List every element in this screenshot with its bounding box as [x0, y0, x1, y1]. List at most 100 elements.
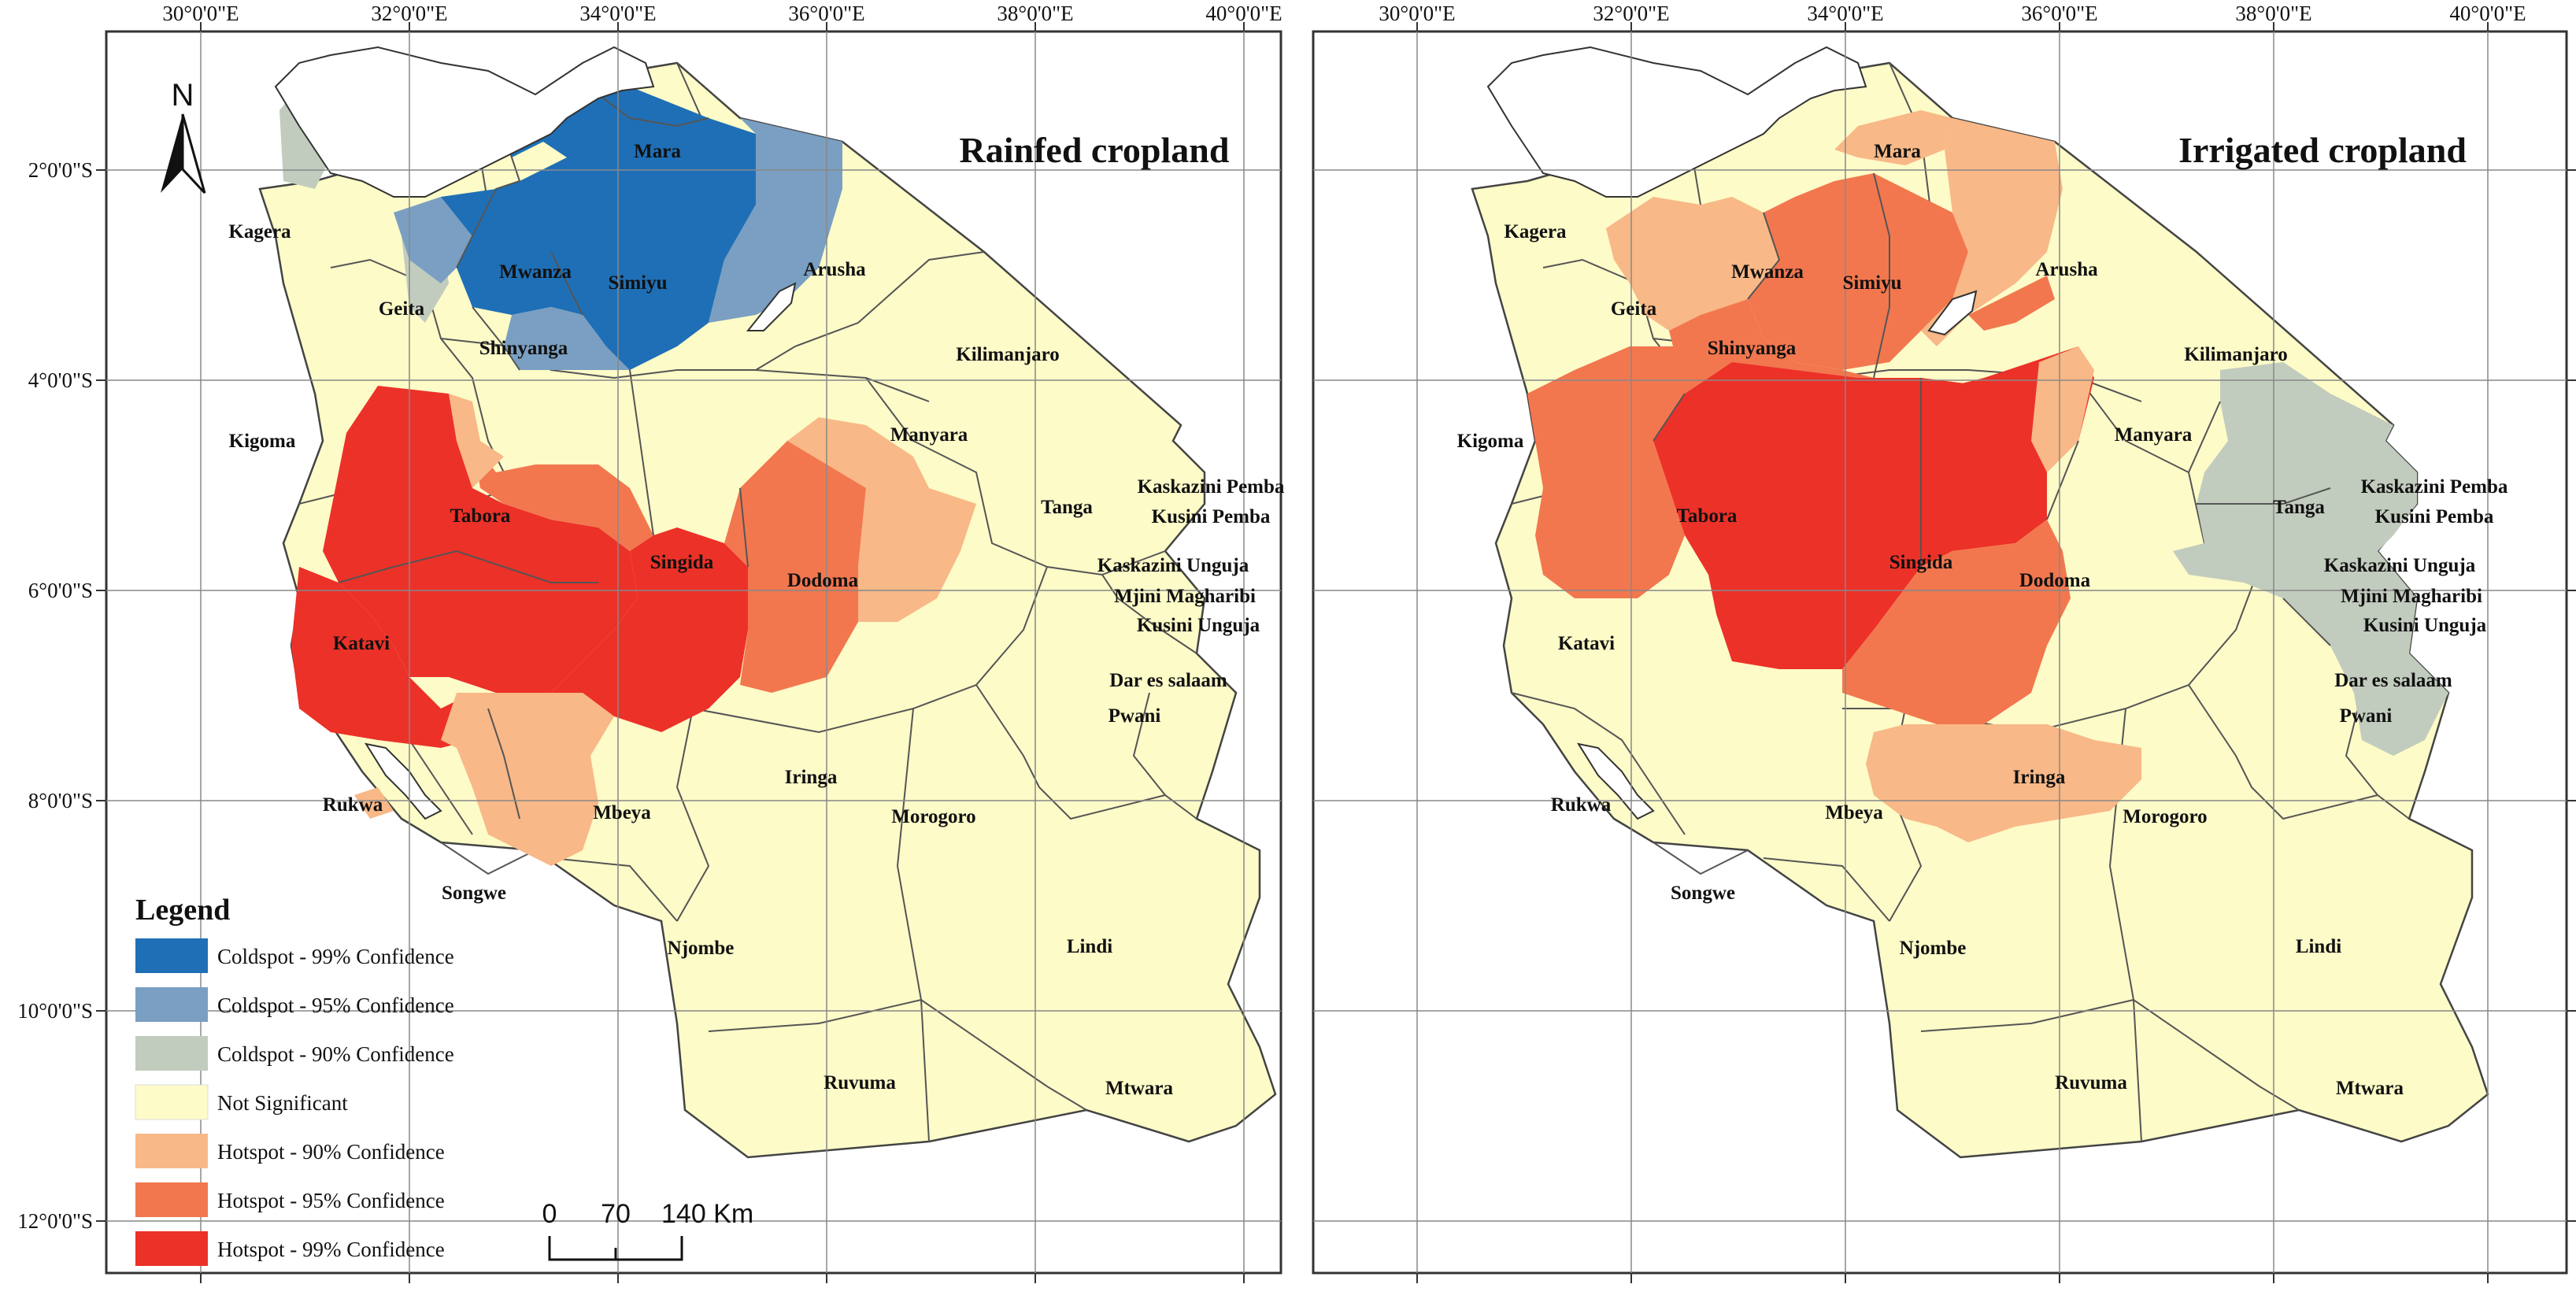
label-lindi: Lindi [1067, 936, 1112, 957]
lon-label-left-6: 40°0'0"E [1205, 2, 1282, 25]
map-title-rainfed: Rainfed cropland [960, 130, 1230, 170]
region-iringa-hot90 [1866, 724, 2141, 842]
label-geita: Geita [379, 298, 425, 320]
label-kaskazini-pemba: Kaskazini Pemba [1138, 476, 1285, 498]
label-kagera: Kagera [1504, 221, 1567, 242]
lon-label-right-2: 32°0'0"E [1593, 2, 1669, 25]
legend-label-hot95: Hotspot - 95% Confidence [217, 1189, 445, 1212]
legend-label-cold90: Coldspot - 90% Confidence [217, 1042, 454, 1066]
label-geita: Geita [1611, 298, 1657, 320]
north-arrow: N [161, 78, 206, 194]
legend-item: Not Significant [135, 1084, 348, 1120]
label-songwe: Songwe [442, 883, 506, 904]
lake-eyasi-rainfed [746, 282, 797, 331]
legend: Legend Coldspot - 99% Confidence Coldspo… [135, 894, 454, 1266]
label-manyara: Manyara [2115, 424, 2193, 446]
lat-label-left-2: 4°0'0"S [28, 368, 93, 392]
label-njombe: Njombe [1900, 938, 1967, 959]
region-katavi-hot99 [291, 567, 488, 748]
lon-label-left-3: 34°0'0"E [579, 2, 656, 25]
legend-item: Coldspot - 90% Confidence [135, 1036, 454, 1071]
label-mwanza: Mwanza [499, 261, 572, 283]
label-mara: Mara [634, 141, 681, 162]
legend-item: Hotspot - 95% Confidence [135, 1182, 445, 1217]
legend-item: Coldspot - 95% Confidence [135, 987, 454, 1022]
region-mbeya-hot90 [441, 693, 614, 866]
label-kusini-pemba: Kusini Pemba [1152, 506, 1271, 527]
label-tabora: Tabora [1677, 505, 1738, 527]
label-kilimanjaro: Kilimanjaro [2184, 344, 2287, 365]
label-mara: Mara [1874, 141, 1921, 162]
legend-label-cold95: Coldspot - 95% Confidence [217, 994, 454, 1017]
region-tabora-hot90 [449, 394, 504, 488]
lon-label-right-1: 30°0'0"E [1379, 2, 1455, 25]
longitude-labels: 30°0'0"E 32°0'0"E 34°0'0"E 36°0'0"E 38°0… [162, 2, 2526, 25]
legend-swatch-notsig [135, 1084, 209, 1120]
scale-label-70: 70 [601, 1199, 631, 1229]
region-geita-mwanza-hot90 [1606, 197, 1779, 331]
scale-label-0: 0 [542, 1199, 557, 1229]
legend-swatch-cold90 [135, 1036, 208, 1071]
label-kigoma: Kigoma [1457, 431, 1524, 452]
north-arrow-icon [161, 114, 183, 193]
label-morogoro: Morogoro [2123, 806, 2207, 827]
region-shinyanga-cold95 [504, 307, 630, 370]
lat-label-left-3: 6°0'0"S [28, 579, 93, 602]
label-ruvuma: Ruvuma [824, 1072, 896, 1094]
label-kaskazini-pemba: Kaskazini Pemba [2361, 476, 2508, 498]
label-dar-es-salaam: Dar es salaam [2334, 670, 2452, 691]
label-arusha: Arusha [803, 259, 866, 280]
region-manyara-hot90 [787, 417, 976, 622]
legend-label-hot90: Hotspot - 90% Confidence [217, 1140, 445, 1164]
label-kusini-unguja: Kusini Unguja [2363, 615, 2487, 636]
north-arrow-label: N [172, 78, 194, 113]
region-singida-hot99 [551, 527, 748, 732]
label-mjini-magharibi: Mjini Magharibi [2341, 586, 2482, 607]
region-arusha-hot95 [1968, 276, 2055, 331]
label-singida: Singida [650, 552, 714, 573]
lon-label-left-1: 30°0'0"E [162, 2, 239, 25]
label-tanga: Tanga [2273, 497, 2325, 518]
label-rukwa: Rukwa [323, 794, 383, 816]
lon-label-left-5: 38°0'0"E [997, 2, 1073, 25]
label-kusini-unguja: Kusini Unguja [1137, 615, 1260, 636]
legend-label-cold99: Coldspot - 99% Confidence [217, 945, 454, 968]
region-tabora-hot95 [1527, 346, 1732, 598]
label-pwani: Pwani [1108, 705, 1161, 727]
label-katavi: Katavi [333, 633, 390, 654]
lake-eyasi-irrigated [1927, 290, 1978, 336]
latitude-labels: 2°0'0"S 4°0'0"S 6°0'0"S 8°0'0"S 10°0'0"S… [17, 158, 93, 1233]
legend-swatch-hot99 [135, 1231, 208, 1266]
lake-victoria-irrigated [1486, 46, 1867, 198]
map-panel-irrigated [1312, 30, 2568, 1275]
label-katavi: Katavi [1558, 633, 1615, 654]
legend-swatch-hot95 [135, 1182, 208, 1217]
label-iringa: Iringa [2013, 767, 2066, 788]
lon-label-left-4: 36°0'0"E [788, 2, 864, 25]
label-shinyanga: Shinyanga [1708, 338, 1797, 359]
label-njombe: Njombe [668, 938, 735, 959]
label-shinyanga: Shinyanga [479, 338, 568, 359]
legend-item: Coldspot - 99% Confidence [135, 938, 454, 973]
label-dar-es-salaam: Dar es salaam [1109, 670, 1227, 691]
label-tanga: Tanga [1041, 497, 1093, 518]
label-pwani: Pwani [2340, 705, 2393, 727]
label-kusini-pemba: Kusini Pemba [2375, 506, 2494, 527]
label-kaskazini-unguja: Kaskazini Unguja [2324, 555, 2476, 576]
label-singida: Singida [1889, 552, 1953, 573]
region-arusha-hot90 [1921, 118, 2063, 346]
lat-label-left-4: 8°0'0"S [28, 789, 93, 812]
region-kilimanjaro-manyara-tanga-cold90 [2173, 362, 2448, 756]
lon-label-right-6: 40°0'0"E [2449, 2, 2526, 25]
label-simiyu: Simiyu [1842, 272, 1901, 294]
label-simiyu: Simiyu [608, 272, 667, 294]
region-simiyu-hot95 [1748, 173, 1968, 370]
lon-label-right-5: 38°0'0"E [2235, 2, 2311, 25]
legend-title: Legend [135, 894, 230, 927]
label-dodoma: Dodoma [2019, 570, 2091, 591]
label-morogoro: Morogoro [891, 806, 975, 827]
label-mbeya: Mbeya [1825, 802, 1883, 823]
label-arusha: Arusha [2035, 259, 2098, 280]
lat-label-left-1: 2°0'0"S [28, 158, 93, 182]
